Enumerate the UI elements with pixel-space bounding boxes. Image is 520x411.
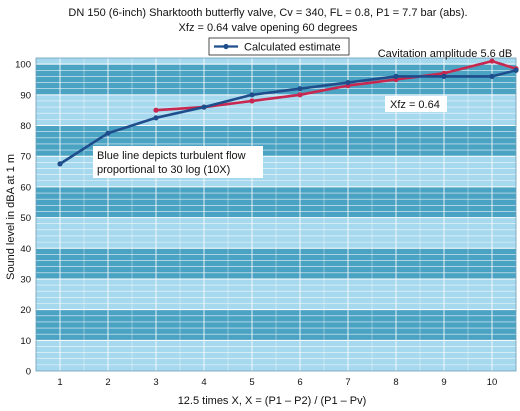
x-axis-label: 12.5 times X, X = (P1 – P2) / (P1 – Pv) xyxy=(178,395,367,407)
x-tick-label: 5 xyxy=(249,377,254,388)
data-point-blue xyxy=(393,73,399,80)
y-tick-label: 100 xyxy=(15,60,31,71)
data-point-red xyxy=(153,107,159,113)
annotation-xfz: Xfz = 0.64 xyxy=(390,99,440,111)
data-point-blue xyxy=(57,161,63,167)
y-tick-label: 80 xyxy=(20,121,31,132)
series-layer xyxy=(57,58,519,167)
data-point-red xyxy=(249,98,255,104)
y-tick-label: 30 xyxy=(20,274,31,285)
y-tick-label: 20 xyxy=(20,305,31,316)
plot-frame xyxy=(35,57,517,372)
annotation-cavitation: Cavitation amplitude 5.6 dB xyxy=(378,48,513,60)
chart-title: DN 150 (6-inch) Sharktooth butterfly val… xyxy=(68,7,467,19)
data-point-blue xyxy=(153,115,159,121)
x-tick-label: 4 xyxy=(201,377,206,388)
y-tick-label: 10 xyxy=(20,336,31,347)
data-point-blue xyxy=(489,73,495,80)
x-tick-label: 7 xyxy=(345,377,350,388)
x-tick-label: 10 xyxy=(487,377,498,388)
annotation-note-box xyxy=(93,146,263,178)
y-tick-label: 40 xyxy=(20,244,31,255)
legend-swatch-marker xyxy=(223,43,229,50)
data-point-red xyxy=(297,92,303,98)
y-tick-label: 50 xyxy=(20,213,31,224)
data-point-blue xyxy=(345,79,351,86)
x-tick-label: 3 xyxy=(153,377,158,388)
annotation-note-line1: Blue line depicts turbulent flow xyxy=(97,150,246,162)
y-axis-label: Sound level in dBA at 1 m xyxy=(5,154,17,280)
data-point-red xyxy=(489,58,495,64)
annotations: Cavitation amplitude 5.6 dB Xfz = 0.64 B… xyxy=(93,48,512,178)
data-point-blue xyxy=(297,86,303,92)
axis-ticks: 0 10 20 30 40 50 60 70 80 90 100 1 2 3 4 5 6 7 8 9 10 xyxy=(15,60,497,388)
y-tick-label: 0 xyxy=(26,367,31,378)
x-tick-label: 6 xyxy=(297,377,302,388)
data-point-blue xyxy=(201,104,207,110)
data-point-blue xyxy=(105,130,111,136)
y-tick-label: 90 xyxy=(20,90,31,101)
chart-subtitle: Xfz = 0.64 valve opening 60 degrees xyxy=(179,22,358,34)
x-tick-label: 9 xyxy=(441,377,446,388)
legend-box xyxy=(208,37,350,56)
y-tick-label: 60 xyxy=(20,182,31,193)
data-point-blue xyxy=(441,73,447,80)
legend: Calculated estimate xyxy=(208,37,350,56)
annotation-xfz-box xyxy=(385,96,447,112)
data-point-blue xyxy=(513,67,519,73)
x-tick-label: 8 xyxy=(393,377,398,388)
grid-lines xyxy=(35,57,517,372)
annotation-note-line2: proportional to 30 log (10X) xyxy=(97,164,230,176)
data-point-blue xyxy=(249,92,255,98)
legend-label: Calculated estimate xyxy=(244,42,341,54)
x-tick-label: 1 xyxy=(57,377,62,388)
y-tick-label: 70 xyxy=(20,152,31,163)
x-tick-label: 2 xyxy=(105,377,110,388)
